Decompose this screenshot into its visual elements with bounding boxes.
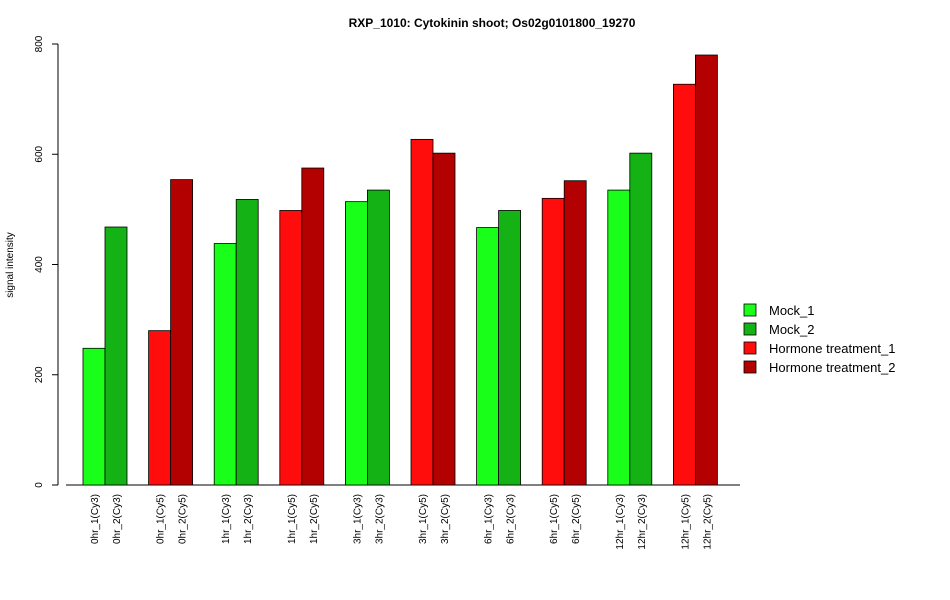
x-tick-label: 3hr_2(Cy3) (374, 494, 385, 544)
bar (213, 243, 237, 486)
x-tick-label: 12hr_2(Cy5) (702, 494, 713, 550)
x-tick-label: 3hr_2(Cy5) (440, 494, 451, 544)
bar (82, 347, 106, 486)
x-tick-label: 12hr_1(Cy5) (680, 494, 691, 550)
chart-title: RXP_1010: Cytokinin shoot; Os02g0101800_… (349, 16, 636, 30)
x-tick-label: 1hr_2(Cy5) (309, 494, 320, 544)
bars (82, 54, 718, 486)
x-tick-label: 1hr_2(Cy3) (243, 494, 254, 544)
x-tick-label: 0hr_2(Cy3) (112, 494, 123, 544)
x-tick-label: 12hr_2(Cy3) (637, 494, 648, 550)
legend-label: Hormone treatment_2 (769, 360, 895, 375)
bar (366, 189, 390, 486)
bar (673, 83, 696, 486)
x-tick-label: 3hr_1(Cy3) (352, 494, 363, 544)
bar (563, 180, 587, 486)
x-tick-label: 6hr_1(Cy3) (484, 494, 495, 544)
bar (607, 189, 631, 486)
y-tick-label: 0 (34, 482, 45, 488)
legend-swatch (743, 303, 757, 317)
legend-swatch (743, 322, 757, 336)
x-tick-label: 6hr_2(Cy3) (506, 494, 517, 544)
legend-swatch (743, 360, 757, 374)
bar (432, 152, 456, 486)
x-tick-label: 6hr_1(Cy5) (549, 494, 560, 544)
y-tick-label: 400 (34, 256, 45, 273)
legend: Mock_1 Mock_2 Hormone treatment_1 Hormone t… (743, 303, 895, 375)
bar (498, 210, 522, 486)
bar (695, 54, 718, 486)
bar (104, 226, 128, 486)
bar (148, 330, 172, 486)
x-tick-label: 1hr_1(Cy3) (221, 494, 232, 544)
legend-label: Hormone treatment_1 (769, 341, 895, 356)
bar (541, 197, 565, 486)
x-tick-label: 0hr_1(Cy5) (156, 494, 167, 544)
x-tick-label: 12hr_1(Cy3) (615, 494, 626, 550)
y-tick-label: 200 (34, 366, 45, 383)
bar (410, 138, 434, 486)
legend-swatch (743, 341, 757, 355)
x-tick-label: 1hr_1(Cy5) (287, 494, 298, 544)
x-tick-label: 0hr_2(Cy5) (178, 494, 189, 544)
legend-label: Mock_1 (769, 303, 815, 318)
y-tick-label: 800 (34, 35, 45, 52)
y-axis-label: signal intensity (5, 232, 16, 298)
x-axis-tick-labels: 0hr_1(Cy3) 0hr_2(Cy3) 0hr_1(Cy5) 0hr_2(Cy5)… (90, 494, 713, 550)
x-tick-label: 6hr_2(Cy5) (571, 494, 582, 544)
legend-label: Mock_2 (769, 322, 815, 337)
bar (279, 210, 303, 486)
bar (344, 201, 368, 486)
x-tick-label: 3hr_1(Cy5) (418, 494, 429, 544)
x-tick-label: 0hr_1(Cy3) (90, 494, 101, 544)
y-tick-label: 600 (34, 145, 45, 162)
bar (629, 152, 653, 486)
y-axis: 0 200 400 600 800 (34, 35, 59, 488)
bar (170, 179, 194, 486)
bar (301, 167, 325, 486)
bar (476, 227, 500, 486)
bar (235, 199, 259, 486)
